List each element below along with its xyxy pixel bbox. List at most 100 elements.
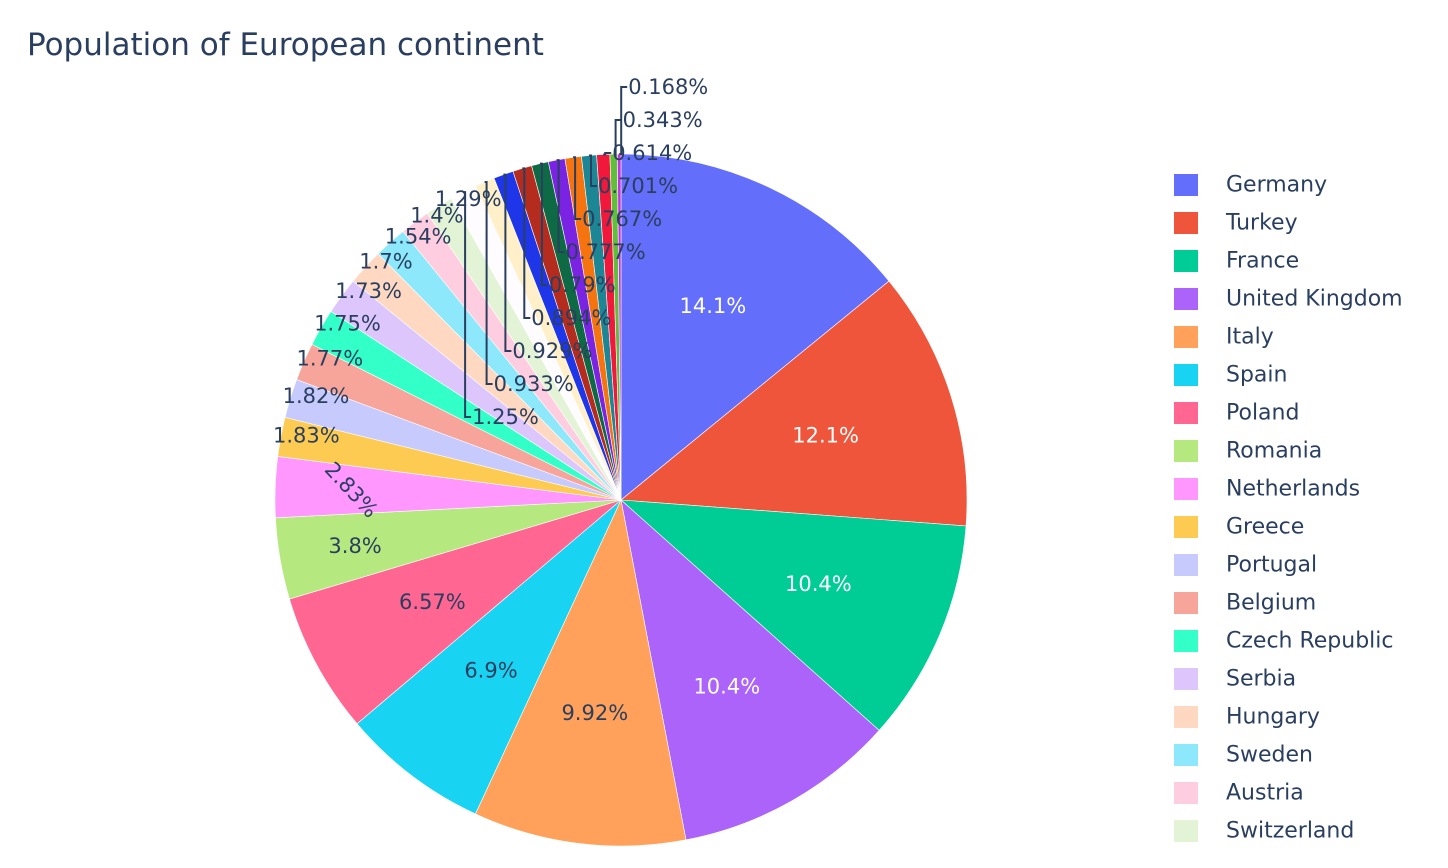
legend-label: Italy	[1226, 325, 1274, 350]
slice-label: 1.54%	[385, 224, 452, 248]
slice-spain[interactable]	[356, 499, 622, 815]
slice-label: 0.343%	[623, 108, 703, 132]
slice-label: 6.57%	[399, 590, 466, 614]
legend-label: Austria	[1226, 781, 1304, 806]
slice-poland[interactable]	[289, 499, 622, 725]
slice-turkey[interactable]	[620, 280, 968, 527]
legend-item-serbia[interactable]: Serbia	[1174, 667, 1296, 692]
leader-line	[613, 119, 622, 156]
legend-label: Belgium	[1226, 591, 1316, 616]
legend-swatch	[1174, 440, 1198, 462]
legend-item-czech-republic[interactable]: Czech Republic	[1174, 629, 1394, 654]
legend-item-poland[interactable]: Poland	[1174, 401, 1299, 426]
leader-line	[463, 191, 472, 418]
legend-swatch	[1174, 326, 1198, 348]
legend-label: Netherlands	[1226, 477, 1360, 502]
legend-swatch	[1174, 592, 1198, 614]
legend-item-italy[interactable]: Italy	[1174, 325, 1274, 350]
legend-label: United Kingdom	[1226, 287, 1403, 312]
legend-swatch	[1174, 516, 1198, 538]
legend-label: Portugal	[1226, 553, 1317, 578]
legend-label: Switzerland	[1226, 819, 1354, 844]
slice-label: 1.75%	[314, 312, 381, 336]
legend-label: Hungary	[1226, 705, 1320, 730]
slice-label: 0.933%	[494, 372, 574, 396]
slice-france[interactable]	[620, 499, 967, 731]
leader-line	[573, 156, 582, 220]
legend-item-switzerland[interactable]: Switzerland	[1174, 819, 1354, 844]
legend-swatch	[1174, 212, 1198, 234]
chart-title: Population of European continent	[27, 27, 544, 63]
legend-item-romania[interactable]: Romania	[1174, 439, 1322, 464]
slice-label: 1.73%	[335, 279, 402, 303]
slice-label: 9.92%	[561, 701, 628, 725]
legend-item-sweden[interactable]: Sweden	[1174, 743, 1313, 768]
legend-item-belgium[interactable]: Belgium	[1174, 591, 1316, 616]
slice-label: 1.77%	[297, 347, 364, 371]
legend-item-greece[interactable]: Greece	[1174, 515, 1304, 540]
legend-swatch	[1174, 744, 1198, 766]
legend-swatch	[1174, 630, 1198, 652]
legend-item-netherlands[interactable]: Netherlands	[1174, 477, 1360, 502]
slice-label: 1.29%	[435, 187, 502, 211]
legend-label: Romania	[1226, 439, 1322, 464]
legend-label: Sweden	[1226, 743, 1313, 768]
leader-line	[589, 154, 597, 187]
slice-label: 10.4%	[693, 675, 760, 699]
slice-label: 1.7%	[359, 250, 412, 274]
slice-label: 6.9%	[464, 659, 517, 683]
legend-swatch	[1174, 554, 1198, 576]
legend-item-germany[interactable]: Germany	[1174, 173, 1327, 198]
slice-label: 0.168%	[628, 75, 708, 99]
slice-label: 1.25%	[472, 405, 539, 429]
slice-label: 12.1%	[792, 424, 859, 448]
legend-label: Czech Republic	[1226, 629, 1394, 654]
legend-swatch	[1174, 820, 1198, 842]
legend-item-austria[interactable]: Austria	[1174, 781, 1304, 806]
slice-label: 1.83%	[273, 423, 340, 447]
slice-label: 0.767%	[582, 207, 662, 231]
legend-item-united-kingdom[interactable]: United Kingdom	[1174, 287, 1403, 312]
slice-united-kingdom[interactable]	[620, 499, 880, 841]
slice-label: 0.894%	[531, 306, 611, 330]
legend-label: Poland	[1226, 401, 1299, 426]
legend-item-spain[interactable]: Spain	[1174, 363, 1287, 388]
legend-item-france[interactable]: France	[1174, 249, 1299, 274]
slice-label: 1.82%	[283, 384, 350, 408]
slice-germany[interactable]	[620, 153, 890, 501]
leader-line	[603, 152, 612, 156]
leader-line	[522, 167, 531, 319]
legend-label: Serbia	[1226, 667, 1296, 692]
legend-swatch	[1174, 782, 1198, 804]
legend-swatch	[1174, 250, 1198, 272]
legend-label: France	[1226, 249, 1299, 274]
legend-swatch	[1174, 364, 1198, 386]
leader-line	[503, 173, 512, 352]
legend-swatch	[1174, 288, 1198, 310]
legend-label: Turkey	[1225, 211, 1298, 236]
legend: Germany Turkey France United Kingdom Italy Sp…	[1174, 173, 1403, 844]
slice-label: 14.1%	[680, 294, 747, 318]
legend-swatch	[1174, 174, 1198, 196]
legend-swatch	[1174, 668, 1198, 690]
slice-label: 3.8%	[328, 534, 381, 558]
slice-label: 0.79%	[549, 273, 616, 297]
legend-item-turkey[interactable]: Turkey	[1174, 211, 1298, 236]
pie-labels: 14.1%12.1%10.4%10.4%9.92%6.9%6.57%3.8%2.…	[273, 75, 859, 725]
legend-swatch	[1174, 478, 1198, 500]
legend-item-portugal[interactable]: Portugal	[1174, 553, 1317, 578]
legend-swatch	[1174, 402, 1198, 424]
leader-line	[539, 162, 548, 286]
legend-label: Greece	[1226, 515, 1304, 540]
legend-swatch	[1174, 706, 1198, 728]
slice-italy[interactable]	[475, 499, 687, 847]
slice-label: 0.929%	[512, 339, 592, 363]
slice-label: 0.701%	[598, 174, 678, 198]
legend-label: Germany	[1226, 173, 1327, 198]
slice-label: 10.4%	[785, 572, 852, 596]
slice-label: 0.614%	[612, 141, 692, 165]
slice-label: 0.777%	[566, 240, 646, 264]
legend-item-hungary[interactable]: Hungary	[1174, 705, 1320, 730]
slice-label: 1.4%	[410, 204, 463, 228]
